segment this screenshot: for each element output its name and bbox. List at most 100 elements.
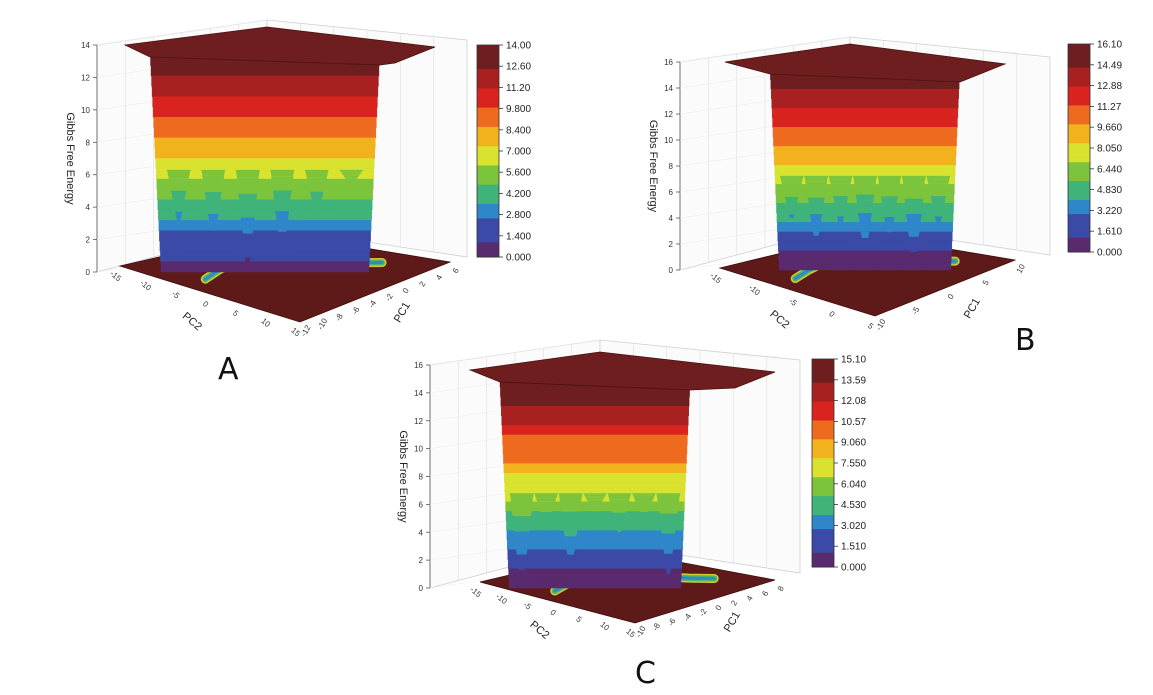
z-tick-label: 16: [664, 58, 673, 67]
energy-well: [313, 209, 320, 214]
colorbar-segment: [477, 194, 499, 200]
energy-well: [853, 182, 877, 189]
energy-well: [206, 203, 221, 209]
energy-well: [657, 500, 680, 507]
colorbar-segment: [812, 524, 834, 530]
energy-well: [786, 203, 798, 208]
energy-well: [859, 225, 871, 232]
energy-well: [927, 179, 950, 184]
colorbar-segment: [477, 88, 499, 94]
energy-well: [540, 514, 552, 518]
energy-well: [518, 577, 525, 586]
energy-well: [787, 207, 797, 211]
energy-well: [636, 505, 651, 508]
energy-well: [783, 189, 801, 194]
energy-well: [512, 516, 532, 524]
colorbar-segment: [1068, 77, 1090, 83]
energy-well: [174, 207, 184, 212]
colorbar-tick-label: 12.08: [841, 396, 866, 407]
colorbar-segment: [812, 496, 834, 502]
x-tick-label: 0: [201, 299, 211, 309]
colorbar-segment: [477, 165, 499, 171]
energy-well: [805, 186, 827, 193]
energy-well: [276, 218, 289, 225]
colorbar-segment: [477, 98, 499, 104]
colorbar-segment: [1068, 218, 1090, 225]
energy-well: [927, 183, 949, 188]
colorbar-segment: [1068, 114, 1090, 121]
energy-well: [307, 180, 327, 185]
colorbar-segment: [1068, 190, 1090, 196]
energy-well: [880, 196, 899, 202]
energy-well: [278, 238, 286, 246]
energy-well: [636, 503, 652, 506]
colorbar-segment: [812, 363, 834, 369]
energy-well: [534, 493, 559, 496]
energy-well: [836, 212, 846, 217]
colorbar-segment: [1068, 72, 1090, 78]
z-tick-label: 12: [81, 73, 90, 82]
z-tick-label: 10: [664, 136, 673, 145]
energy-well: [207, 208, 220, 215]
energy-well: [559, 499, 582, 506]
energy-well: [804, 175, 829, 182]
colorbar-segment: [477, 218, 499, 224]
energy-well: [511, 508, 533, 517]
colorbar-segment: [1068, 152, 1090, 158]
colorbar-segment: [812, 453, 834, 459]
colorbar-segment: [1068, 86, 1090, 92]
energy-well: [835, 208, 846, 213]
energy-well: [279, 245, 286, 253]
colorbar-segment: [1068, 143, 1090, 149]
colorbar-segment: [477, 247, 499, 253]
energy-well: [609, 499, 630, 504]
colorbar-segment: [477, 170, 499, 176]
energy-well: [662, 540, 675, 548]
energy-well: [784, 196, 799, 201]
colorbar-tick-label: 6.440: [1097, 164, 1122, 175]
colorbar-segment: [477, 83, 499, 89]
colorbar-segment: [1068, 148, 1090, 154]
y-tick-label: -2: [383, 292, 395, 303]
energy-well: [811, 225, 821, 231]
energy-well: [542, 519, 550, 523]
energy-well: [904, 198, 924, 207]
energy-well: [587, 500, 603, 503]
colorbar-segment: [812, 415, 834, 421]
energy-well: [312, 202, 322, 207]
energy-landscape-b: 0 2 4 6 8 10 12 14 16 Gibbs Free Energy -15 -10 -5 0 5…: [647, 36, 1122, 332]
colorbar-segment: [1068, 105, 1090, 111]
colorbar-segment: [812, 420, 834, 426]
y-tick-label: 10: [1015, 262, 1028, 275]
colorbar-segment: [477, 252, 499, 258]
z-tick-label: 14: [664, 84, 673, 93]
energy-well: [510, 500, 533, 509]
energy-well: [932, 204, 945, 209]
energy-well: [566, 554, 575, 561]
energy-well: [901, 175, 926, 184]
y-tick-label: 0: [946, 292, 956, 301]
energy-well: [613, 516, 626, 520]
colorbar-segment: [1068, 48, 1090, 54]
z-axis-title: Gibbs Free Energy: [397, 430, 409, 523]
roof-plane: [724, 43, 1007, 83]
y-tick-label: -4: [367, 298, 379, 309]
energy-well: [237, 185, 259, 194]
energy-well: [902, 183, 926, 192]
colorbar-segment: [812, 382, 834, 388]
energy-well: [239, 201, 257, 210]
energy-well: [584, 496, 606, 498]
colorbar-segment: [812, 500, 834, 507]
surface-band: [160, 261, 370, 273]
colorbar-segment: [1068, 110, 1090, 116]
z-tick-label: 2: [669, 240, 674, 249]
colorbar-segment: [477, 73, 499, 80]
energy-well: [589, 505, 601, 507]
colorbar-tick-label: 4.830: [1097, 185, 1122, 196]
z-tick-label: 12: [414, 417, 423, 426]
x-tick-label: 0: [549, 608, 559, 618]
colorbar-segment: [1068, 67, 1090, 73]
energy-well: [632, 495, 656, 498]
colorbar-tick-label: 8.050: [1097, 144, 1122, 155]
